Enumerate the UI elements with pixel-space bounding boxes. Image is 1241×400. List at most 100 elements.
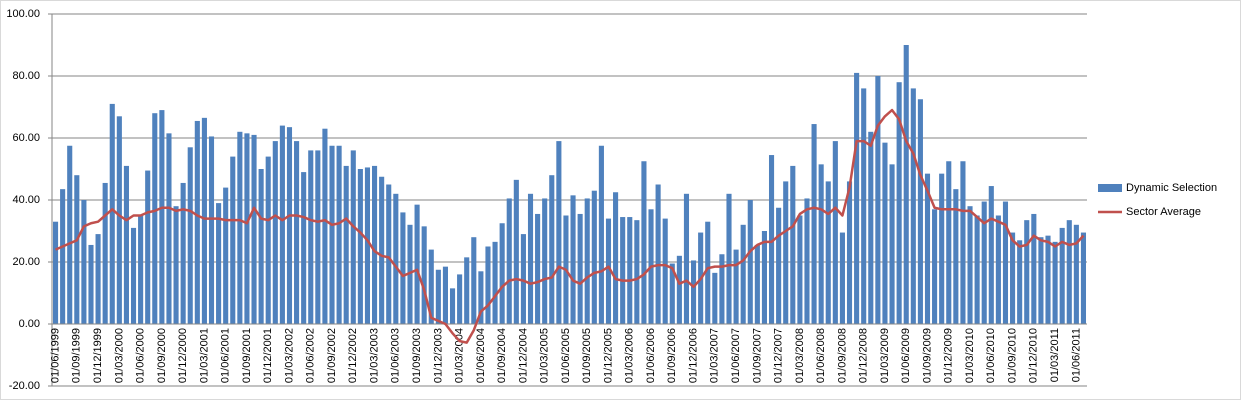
- x-tick-label: 01/06/2008: [815, 328, 827, 383]
- bar: [776, 207, 782, 324]
- bar: [1080, 232, 1087, 324]
- x-tick-label: 01/06/2001: [220, 328, 232, 383]
- bar: [272, 141, 278, 324]
- bar: [116, 116, 122, 324]
- bar: [627, 217, 633, 324]
- bar: [655, 184, 661, 324]
- x-tick-label: 01/12/2003: [432, 328, 444, 383]
- bar: [74, 175, 80, 324]
- bar: [442, 266, 448, 324]
- bar: [407, 224, 413, 324]
- x-tick-label: 01/12/2005: [602, 328, 614, 383]
- bar: [279, 125, 285, 324]
- x-tick-label: 01/03/2002: [283, 328, 295, 383]
- bar: [804, 198, 810, 324]
- bar: [761, 231, 768, 324]
- bar: [676, 255, 682, 324]
- y-tick-label: 100.00: [6, 8, 40, 20]
- bar: [1045, 235, 1051, 324]
- bar: [946, 161, 952, 324]
- bar: [967, 206, 973, 324]
- bar: [492, 241, 498, 324]
- x-tick-label: 01/12/1999: [92, 328, 104, 383]
- bar: [634, 220, 640, 324]
- bar: [428, 249, 434, 324]
- bar: [846, 181, 853, 324]
- x-tick-label: 01/03/2001: [198, 328, 210, 383]
- bar: [194, 120, 200, 324]
- x-tick-label: 01/09/2000: [156, 328, 168, 383]
- bar: [662, 218, 668, 324]
- x-tick-label: 01/12/2008: [858, 328, 870, 383]
- bar: [974, 215, 980, 324]
- bar: [258, 169, 264, 324]
- bar: [286, 127, 293, 325]
- x-tick-label: 01/09/2001: [241, 328, 253, 383]
- bar: [88, 244, 94, 324]
- bar: [343, 165, 349, 324]
- bar: [244, 133, 250, 324]
- bar: [875, 76, 881, 324]
- bar: [683, 193, 690, 324]
- bar: [854, 72, 860, 325]
- bar: [910, 88, 916, 325]
- x-tick-label: 01/06/2009: [900, 328, 912, 383]
- bar: [790, 165, 796, 324]
- bar: [1038, 237, 1044, 324]
- line: [55, 108, 1085, 344]
- x-tick-label: 01/12/2010: [1028, 328, 1040, 383]
- x-tick-label: 01/09/2004: [496, 328, 508, 383]
- bar: [1031, 213, 1037, 324]
- x-tick-label: 01/09/2003: [411, 328, 423, 383]
- bar: [294, 141, 300, 324]
- x-tick-label: 01/12/2004: [517, 328, 529, 383]
- bar: [889, 164, 895, 324]
- bar: [882, 142, 888, 324]
- bar: [329, 145, 335, 324]
- x-tick-label: 01/03/2000: [113, 328, 125, 383]
- bar: [839, 232, 845, 324]
- x-tick-label: 01/09/2007: [751, 328, 763, 383]
- bar: [109, 103, 115, 325]
- bar: [577, 213, 583, 324]
- bar: [740, 224, 746, 324]
- bar: [123, 165, 129, 324]
- bar: [917, 99, 923, 324]
- bar: [230, 156, 236, 324]
- bar: [421, 226, 427, 324]
- bar: [315, 150, 321, 324]
- bar: [400, 212, 406, 324]
- x-tick-label: 01/12/2009: [943, 328, 955, 383]
- bar: [201, 117, 207, 324]
- bar: [449, 288, 456, 324]
- bar: [145, 170, 151, 324]
- bar: [620, 217, 626, 324]
- bar: [903, 45, 909, 324]
- bar: [159, 110, 165, 324]
- bar: [598, 145, 604, 324]
- y-tick-label: -20.00: [9, 380, 40, 392]
- x-tick-label: 01/03/2008: [794, 328, 806, 383]
- y-tick-label: 0.00: [19, 318, 40, 330]
- bar: [953, 189, 959, 324]
- bar: [173, 206, 179, 324]
- x-tick-label: 01/06/2004: [475, 328, 487, 383]
- bar: [818, 164, 824, 324]
- bar: [67, 145, 73, 324]
- x-tick-label: 01/03/2010: [964, 328, 976, 383]
- x-tick-label: 01/12/2007: [773, 328, 785, 383]
- bar: [1017, 240, 1023, 324]
- bar: [811, 124, 817, 324]
- bar: [265, 156, 271, 324]
- bar: [783, 181, 789, 324]
- x-tick-label: 01/12/2006: [687, 328, 699, 383]
- bar: [939, 173, 945, 324]
- bar: [464, 257, 470, 324]
- bar: [166, 133, 172, 324]
- x-tick-label: 01/06/2006: [645, 328, 657, 383]
- bar: [180, 182, 186, 324]
- bar: [754, 244, 760, 324]
- bar: [499, 223, 505, 324]
- bar: [520, 234, 526, 324]
